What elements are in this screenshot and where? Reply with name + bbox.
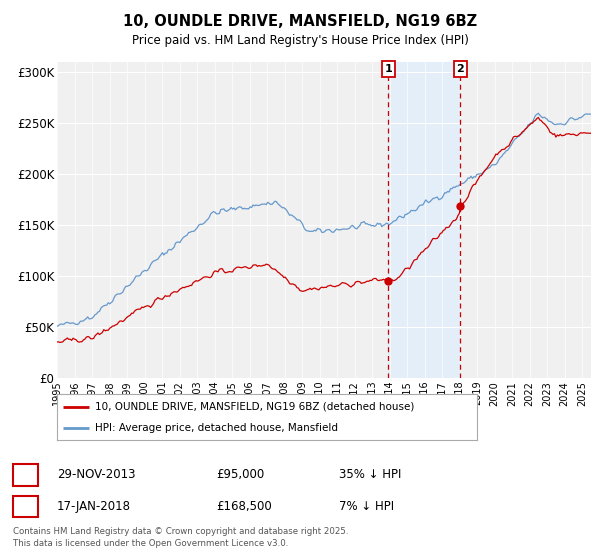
Text: Contains HM Land Registry data © Crown copyright and database right 2025.
This d: Contains HM Land Registry data © Crown c… [13,527,349,548]
Text: 7% ↓ HPI: 7% ↓ HPI [339,500,394,514]
Text: 29-NOV-2013: 29-NOV-2013 [57,468,136,482]
Text: 1: 1 [22,468,30,482]
Text: £168,500: £168,500 [216,500,272,514]
Text: £95,000: £95,000 [216,468,264,482]
Text: Price paid vs. HM Land Registry's House Price Index (HPI): Price paid vs. HM Land Registry's House … [131,34,469,46]
Text: 10, OUNDLE DRIVE, MANSFIELD, NG19 6BZ: 10, OUNDLE DRIVE, MANSFIELD, NG19 6BZ [123,14,477,29]
Text: 35% ↓ HPI: 35% ↓ HPI [339,468,401,482]
Text: HPI: Average price, detached house, Mansfield: HPI: Average price, detached house, Mans… [95,423,338,433]
Text: 2: 2 [22,500,30,514]
Text: 10, OUNDLE DRIVE, MANSFIELD, NG19 6BZ (detached house): 10, OUNDLE DRIVE, MANSFIELD, NG19 6BZ (d… [95,402,414,412]
Text: 1: 1 [385,64,392,74]
Text: 2: 2 [457,64,464,74]
Text: 17-JAN-2018: 17-JAN-2018 [57,500,131,514]
Bar [388,62,460,378]
